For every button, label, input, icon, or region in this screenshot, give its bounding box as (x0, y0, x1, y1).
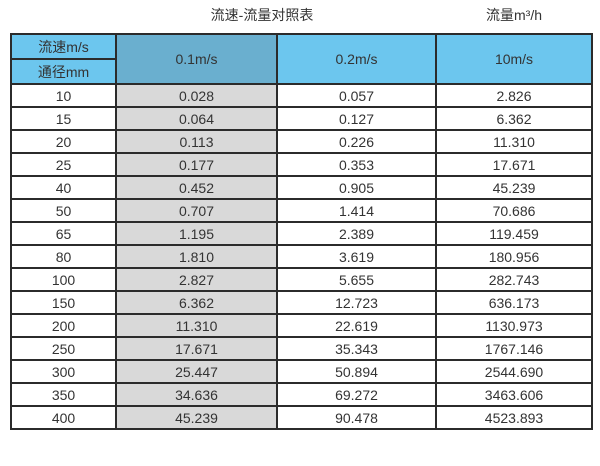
flow-value-cell: 69.272 (276, 382, 437, 407)
table-row: 50 0.707 1.414 70.686 (10, 198, 593, 223)
diameter-cell: 80 (10, 244, 117, 269)
diameter-cell: 20 (10, 129, 117, 154)
flow-value-cell: 90.478 (276, 405, 437, 430)
table-row: 400 45.239 90.478 4523.893 (10, 405, 593, 430)
flow-value-cell: 6.362 (115, 290, 278, 315)
table-row: 80 1.810 3.619 180.956 (10, 244, 593, 269)
flow-value-cell: 1.810 (115, 244, 278, 269)
diameter-cell: 50 (10, 198, 117, 223)
flow-value-cell: 636.173 (435, 290, 593, 315)
flow-value-cell: 0.905 (276, 175, 437, 200)
flow-value-cell: 1130.973 (435, 313, 593, 338)
diameter-cell: 25 (10, 152, 117, 177)
flow-value-cell: 3.619 (276, 244, 437, 269)
table-row: 300 25.447 50.894 2544.690 (10, 359, 593, 384)
flow-value-cell: 1767.146 (435, 336, 593, 361)
flow-value-cell: 2544.690 (435, 359, 593, 384)
flow-value-cell: 17.671 (115, 336, 278, 361)
diameter-cell: 400 (10, 405, 117, 430)
table-row: 350 34.636 69.272 3463.606 (10, 382, 593, 407)
corner-header-diameter: 通径mm (10, 58, 117, 85)
table-row: 200 11.310 22.619 1130.973 (10, 313, 593, 338)
diameter-cell: 100 (10, 267, 117, 292)
diameter-cell: 65 (10, 221, 117, 246)
diameter-cell: 150 (10, 290, 117, 315)
table-row: 15 0.064 0.127 6.362 (10, 106, 593, 131)
table-title: 流速-流量对照表 (210, 7, 314, 23)
flow-value-cell: 180.956 (435, 244, 593, 269)
flow-value-cell: 1.414 (276, 198, 437, 223)
table-header: 流速m/s 0.1m/s 0.2m/s 10m/s 通径mm (10, 33, 593, 85)
flow-value-cell: 6.362 (435, 106, 593, 131)
diameter-cell: 300 (10, 359, 117, 384)
flow-value-cell: 0.113 (115, 129, 278, 154)
column-header-velocity-0-2: 0.2m/s (276, 33, 437, 85)
table-row: 250 17.671 35.343 1767.146 (10, 336, 593, 361)
flow-value-cell: 2.826 (435, 83, 593, 108)
table-row: 100 2.827 5.655 282.743 (10, 267, 593, 292)
diameter-cell: 250 (10, 336, 117, 361)
flow-value-cell: 3463.606 (435, 382, 593, 407)
flow-value-cell: 119.459 (435, 221, 593, 246)
flow-value-cell: 4523.893 (435, 405, 593, 430)
flow-value-cell: 0.064 (115, 106, 278, 131)
table-row: 40 0.452 0.905 45.239 (10, 175, 593, 200)
flow-value-cell: 25.447 (115, 359, 278, 384)
flow-value-cell: 5.655 (276, 267, 437, 292)
column-header-velocity-10: 10m/s (435, 33, 593, 85)
flow-value-cell: 45.239 (115, 405, 278, 430)
flow-value-cell: 50.894 (276, 359, 437, 384)
diameter-cell: 200 (10, 313, 117, 338)
flow-value-cell: 0.226 (276, 129, 437, 154)
table-row: 20 0.113 0.226 11.310 (10, 129, 593, 154)
table-row: 10 0.028 0.057 2.826 (10, 83, 593, 108)
column-header-velocity-0-1: 0.1m/s (115, 33, 278, 85)
flow-value-cell: 34.636 (115, 382, 278, 407)
flow-value-cell: 11.310 (115, 313, 278, 338)
flow-value-cell: 0.707 (115, 198, 278, 223)
table-row: 150 6.362 12.723 636.173 (10, 290, 593, 315)
table-row: 65 1.195 2.389 119.459 (10, 221, 593, 246)
diameter-cell: 40 (10, 175, 117, 200)
flow-value-cell: 0.353 (276, 152, 437, 177)
flow-value-cell: 22.619 (276, 313, 437, 338)
corner-header-velocity: 流速m/s (10, 33, 117, 60)
table-body: 10 0.028 0.057 2.826 15 0.064 0.127 6.362 20 0.11… (10, 83, 593, 430)
flow-value-cell: 45.239 (435, 175, 593, 200)
flow-value-cell: 12.723 (276, 290, 437, 315)
flow-value-cell: 11.310 (435, 129, 593, 154)
diameter-cell: 10 (10, 83, 117, 108)
flow-unit-label: 流量m³/h (486, 7, 542, 23)
diameter-cell: 15 (10, 106, 117, 131)
diameter-cell: 350 (10, 382, 117, 407)
flow-value-cell: 35.343 (276, 336, 437, 361)
flow-value-cell: 1.195 (115, 221, 278, 246)
flow-value-cell: 2.827 (115, 267, 278, 292)
flow-value-cell: 0.127 (276, 106, 437, 131)
flow-value-cell: 0.028 (115, 83, 278, 108)
flow-rate-table: 流速m/s 0.1m/s 0.2m/s 10m/s 通径mm 10 0.028 0.… (10, 33, 593, 430)
flow-value-cell: 17.671 (435, 152, 593, 177)
table-row: 25 0.177 0.353 17.671 (10, 152, 593, 177)
flow-value-cell: 2.389 (276, 221, 437, 246)
flow-value-cell: 0.452 (115, 175, 278, 200)
flow-value-cell: 70.686 (435, 198, 593, 223)
flow-value-cell: 0.177 (115, 152, 278, 177)
flow-value-cell: 282.743 (435, 267, 593, 292)
flow-value-cell: 0.057 (276, 83, 437, 108)
